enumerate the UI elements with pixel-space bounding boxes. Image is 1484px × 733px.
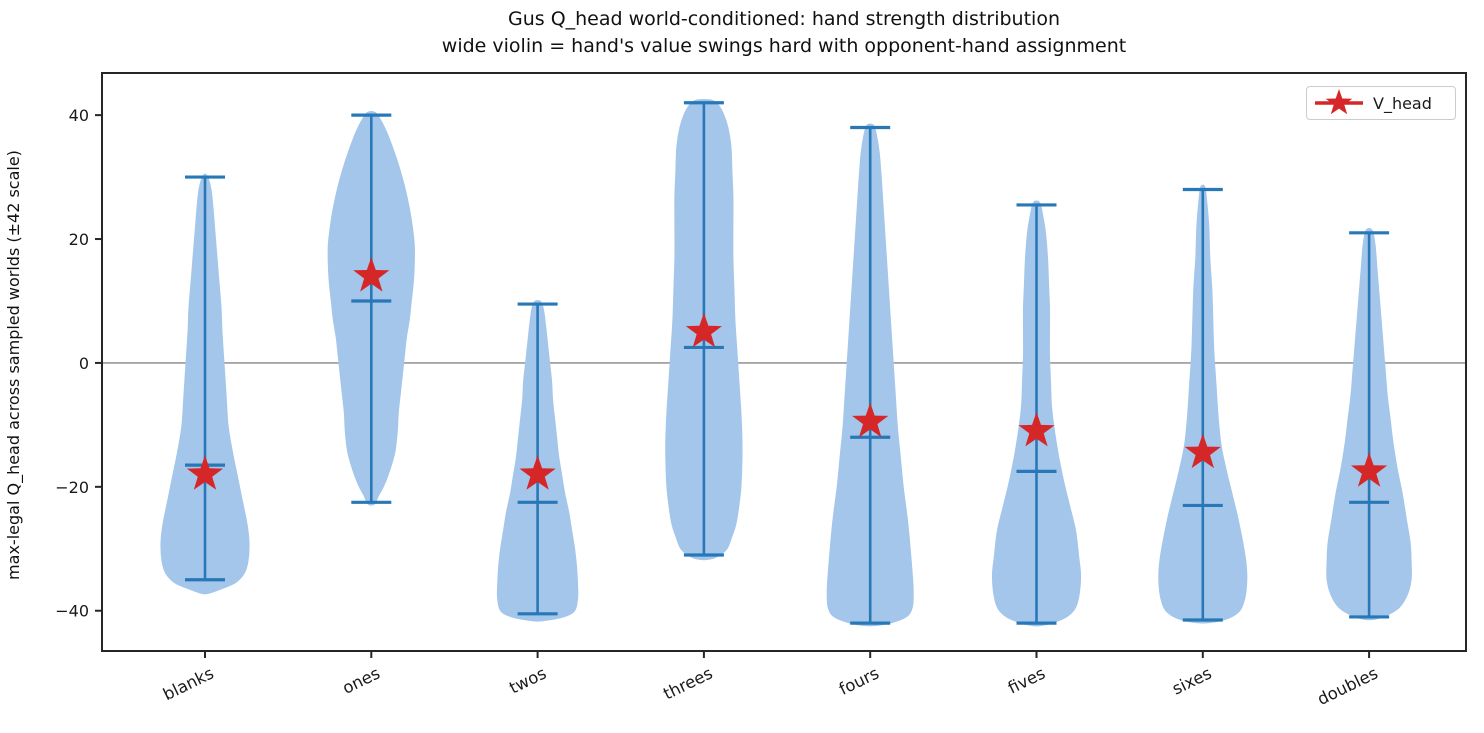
axes-spines bbox=[101, 72, 1467, 652]
x-tick-label-doubles: doubles bbox=[1314, 664, 1381, 710]
v-head-star-twos bbox=[519, 455, 556, 490]
x-tick-label-sixes: sixes bbox=[1169, 664, 1214, 699]
v-head-star-doubles bbox=[1351, 452, 1388, 487]
v-head-star-blanks bbox=[186, 455, 224, 490]
x-tick-label-blanks: blanks bbox=[160, 664, 217, 705]
y-tick-label: 40 bbox=[69, 106, 89, 125]
x-tick-label-fours: fours bbox=[836, 664, 882, 699]
x-tick-label-ones: ones bbox=[339, 664, 383, 698]
chart-title-line1: Gus Q_head world-conditioned: hand stren… bbox=[507, 8, 1060, 30]
v-head-star-icon bbox=[1315, 89, 1363, 115]
v-head-star-fives bbox=[1018, 412, 1055, 447]
legend-star-icon bbox=[1325, 89, 1353, 115]
chart-title-line2: wide violin = hand's value swings hard w… bbox=[441, 35, 1127, 57]
y-tick-label: −20 bbox=[55, 478, 89, 497]
x-tick-label-threes: threes bbox=[660, 664, 715, 704]
v-head-star-threes bbox=[685, 313, 722, 348]
v-head-star-ones bbox=[353, 257, 390, 292]
x-tick-label-fives: fives bbox=[1005, 664, 1048, 698]
legend: V_head bbox=[1306, 86, 1456, 120]
x-tick-label-twos: twos bbox=[506, 664, 549, 698]
chart-title: Gus Q_head world-conditioned: hand stren… bbox=[102, 6, 1466, 60]
y-tick-label: 20 bbox=[69, 230, 89, 249]
v-head-star-sixes bbox=[1184, 433, 1221, 469]
y-tick-label: −40 bbox=[55, 602, 89, 621]
y-tick-label: 0 bbox=[79, 354, 89, 373]
legend-label: V_head bbox=[1373, 93, 1432, 113]
v-head-star-fours bbox=[852, 402, 889, 438]
